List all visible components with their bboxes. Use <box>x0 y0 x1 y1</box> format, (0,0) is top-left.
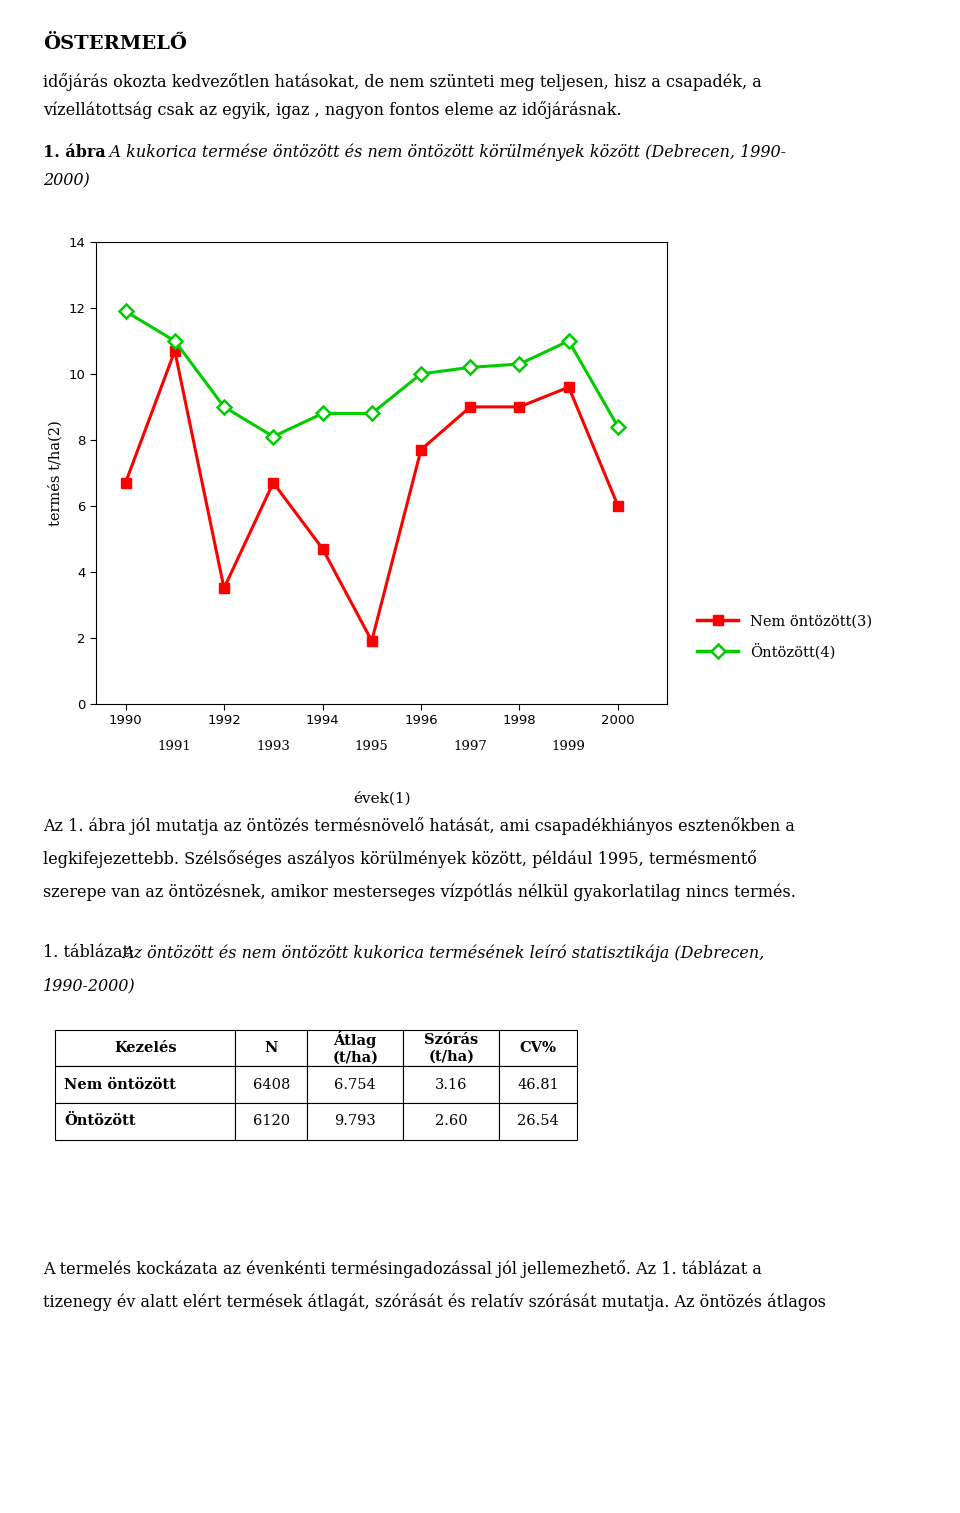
Text: 1. táblázat:: 1. táblázat: <box>43 944 140 961</box>
Text: 1. ábra: 1. ábra <box>43 144 106 160</box>
Text: időjárás okozta kedvezőtlen hatásokat, de nem szünteti meg teljesen, hisz a csap: időjárás okozta kedvezőtlen hatásokat, d… <box>43 73 762 91</box>
Text: vízellátottság csak az egyik, igaz , nagyon fontos eleme az időjárásnak.: vízellátottság csak az egyik, igaz , nag… <box>43 101 622 120</box>
Text: 1990-2000): 1990-2000) <box>43 977 135 994</box>
Legend: Nem öntözött(3), Öntözött(4): Nem öntözött(3), Öntözött(4) <box>697 614 872 660</box>
Text: tizenegy év alatt elért termések átlagát, szórását és relatív szórását mutatja. : tizenegy év alatt elért termések átlagát… <box>43 1294 827 1312</box>
Y-axis label: termés t/ha(2): termés t/ha(2) <box>49 421 63 525</box>
Text: szerepe van az öntözésnek, amikor mesterseges vízpótlás nélkül gyakorlatilag nin: szerepe van az öntözésnek, amikor mester… <box>43 884 796 902</box>
Text: 1999: 1999 <box>552 740 586 752</box>
Text: legkifejezettebb. Szélsőséges aszályos körülmények között, például 1995, termésm: legkifejezettebb. Szélsőséges aszályos k… <box>43 850 757 868</box>
Text: A termelés kockázata az évenkénti termésingadozással jól jellemezhető. Az 1. táb: A termelés kockázata az évenkénti termés… <box>43 1260 762 1278</box>
Text: Az öntözött és nem öntözött kukorica termésének leíró statisztikája (Debrecen,: Az öntözött és nem öntözött kukorica ter… <box>122 944 764 962</box>
Text: 1991: 1991 <box>157 740 192 752</box>
Text: ÖSTERMELŐ: ÖSTERMELŐ <box>43 35 187 53</box>
Text: Az 1. ábra jól mutatja az öntözés termésnövelő hatását, ami csapadékhiányos eszt: Az 1. ábra jól mutatja az öntözés termés… <box>43 817 795 835</box>
Text: 1995: 1995 <box>355 740 389 752</box>
Text: : A kukorica termése öntözött és nem öntözött körülmények között (Debrecen, 1990: : A kukorica termése öntözött és nem önt… <box>99 144 786 162</box>
Text: 2000): 2000) <box>43 172 90 189</box>
Text: évek(1): évek(1) <box>352 791 411 805</box>
Text: 1993: 1993 <box>256 740 290 752</box>
Text: 1997: 1997 <box>453 740 487 752</box>
